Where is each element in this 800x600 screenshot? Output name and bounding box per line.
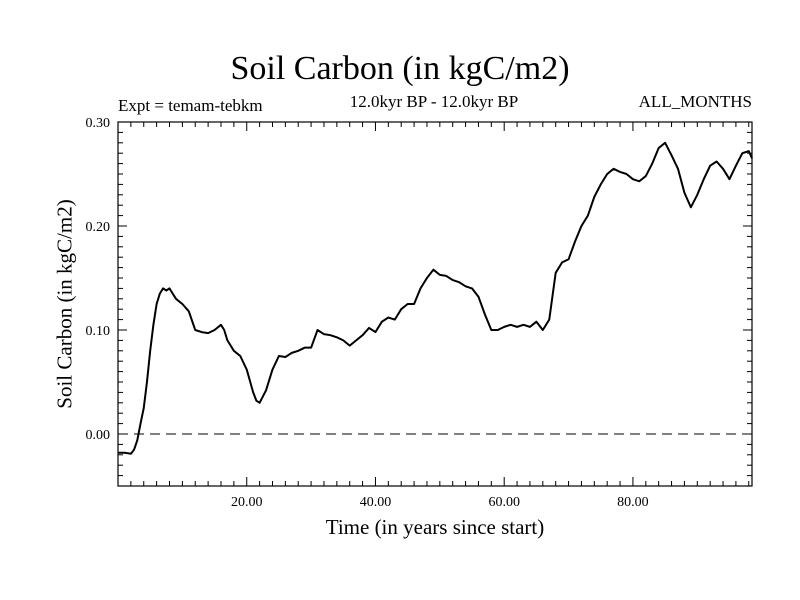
y-tick-label: 0.10 [86, 324, 111, 339]
period-label: 12.0kyr BP - 12.0kyr BP [349, 92, 519, 111]
y-tick-label: 0.20 [86, 220, 111, 235]
chart-title: Soil Carbon (in kgC/m2) [230, 50, 570, 87]
months-label: ALL_MONTHS [638, 92, 752, 111]
y-tick-label: 0.30 [86, 116, 111, 131]
series-group [118, 141, 753, 455]
x-tick-label: 20.00 [231, 495, 263, 510]
x-tick-label: 60.00 [488, 495, 520, 510]
experiment-label: Expt = temam-tebkm [118, 96, 263, 115]
x-tick-label: 80.00 [617, 495, 649, 510]
y-tick-label: 0.00 [86, 428, 111, 443]
x-axis-label: Time (in years since start) [325, 515, 545, 539]
axis-ticks [118, 121, 752, 487]
plot-frame [117, 121, 753, 487]
tick-labels: 20.00 40.00 60.00 80.00 0.00 0.10 0.20 0.30 [86, 116, 649, 510]
x-tick-label: 40.00 [360, 495, 392, 510]
series-line [118, 141, 753, 455]
